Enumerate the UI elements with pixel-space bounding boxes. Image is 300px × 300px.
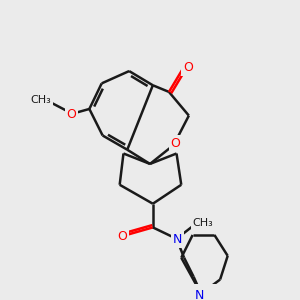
Text: N: N [173,233,182,246]
Text: O: O [118,230,128,243]
Text: O: O [171,136,181,150]
Text: CH₃: CH₃ [31,95,51,105]
Text: O: O [66,108,76,121]
Text: N: N [195,289,204,300]
Text: O: O [183,61,193,74]
Text: CH₃: CH₃ [193,218,213,228]
